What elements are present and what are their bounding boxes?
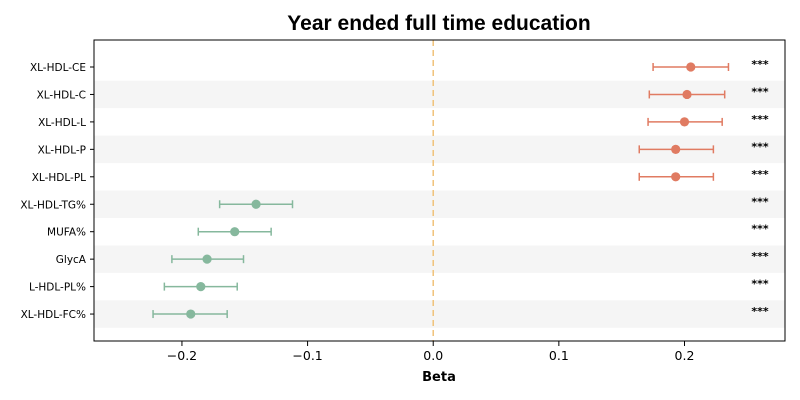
beta-point bbox=[230, 227, 240, 237]
x-tick-label: 0.0 bbox=[423, 348, 443, 363]
significance-marker: *** bbox=[751, 195, 769, 208]
row-labels: XL-HDL-CE XL-HDL-C XL-HDL-L XL-HDL-P XL-HDL-… bbox=[20, 62, 94, 321]
chart-title: Year ended full time education bbox=[287, 12, 590, 35]
beta-point bbox=[186, 309, 196, 319]
beta-point bbox=[679, 117, 690, 127]
significance-labels: *** *** *** *** *** *** *** *** *** *** bbox=[751, 58, 769, 318]
significance-marker: *** bbox=[751, 85, 769, 98]
row-label: MUFA% bbox=[47, 227, 86, 239]
significance-marker: *** bbox=[751, 140, 769, 153]
row-label: XL-HDL-PL bbox=[32, 172, 86, 184]
significance-marker: *** bbox=[751, 223, 769, 236]
data-marks bbox=[152, 62, 730, 319]
row-label: XL-HDL-TG% bbox=[20, 199, 86, 211]
row-stripes bbox=[94, 80, 785, 328]
beta-point bbox=[682, 89, 692, 100]
row-stripe bbox=[94, 190, 785, 218]
x-tick-label: −0.1 bbox=[292, 348, 322, 363]
significance-marker: *** bbox=[751, 278, 769, 291]
row-label: XL-HDL-FC% bbox=[21, 309, 86, 321]
significance-marker: *** bbox=[751, 113, 769, 126]
beta-point bbox=[671, 144, 681, 154]
beta-point bbox=[196, 282, 206, 292]
x-tick-label: 0.1 bbox=[549, 348, 569, 363]
significance-marker: *** bbox=[751, 305, 769, 318]
x-axis: −0.2 −0.1 0.0 0.1 0.2 bbox=[167, 341, 695, 363]
beta-point bbox=[686, 62, 696, 72]
x-tick-label: −0.2 bbox=[167, 348, 197, 363]
row-label: XL-HDL-P bbox=[38, 144, 86, 156]
beta-point bbox=[202, 254, 212, 264]
significance-marker: *** bbox=[751, 168, 769, 181]
x-tick-label: 0.2 bbox=[675, 348, 695, 363]
row-label: GlycA bbox=[56, 254, 87, 266]
row-label: XL-HDL-L bbox=[38, 117, 86, 129]
row-label: XL-HDL-CE bbox=[30, 62, 86, 74]
row-label: XL-HDL-C bbox=[37, 89, 86, 101]
beta-point bbox=[251, 199, 261, 209]
row-label: L-HDL-PL% bbox=[29, 282, 86, 294]
significance-marker: *** bbox=[751, 58, 769, 71]
significance-marker: *** bbox=[751, 250, 769, 263]
x-axis-label: Beta bbox=[422, 370, 456, 385]
plot-frame bbox=[93, 39, 786, 342]
beta-point bbox=[671, 172, 681, 182]
